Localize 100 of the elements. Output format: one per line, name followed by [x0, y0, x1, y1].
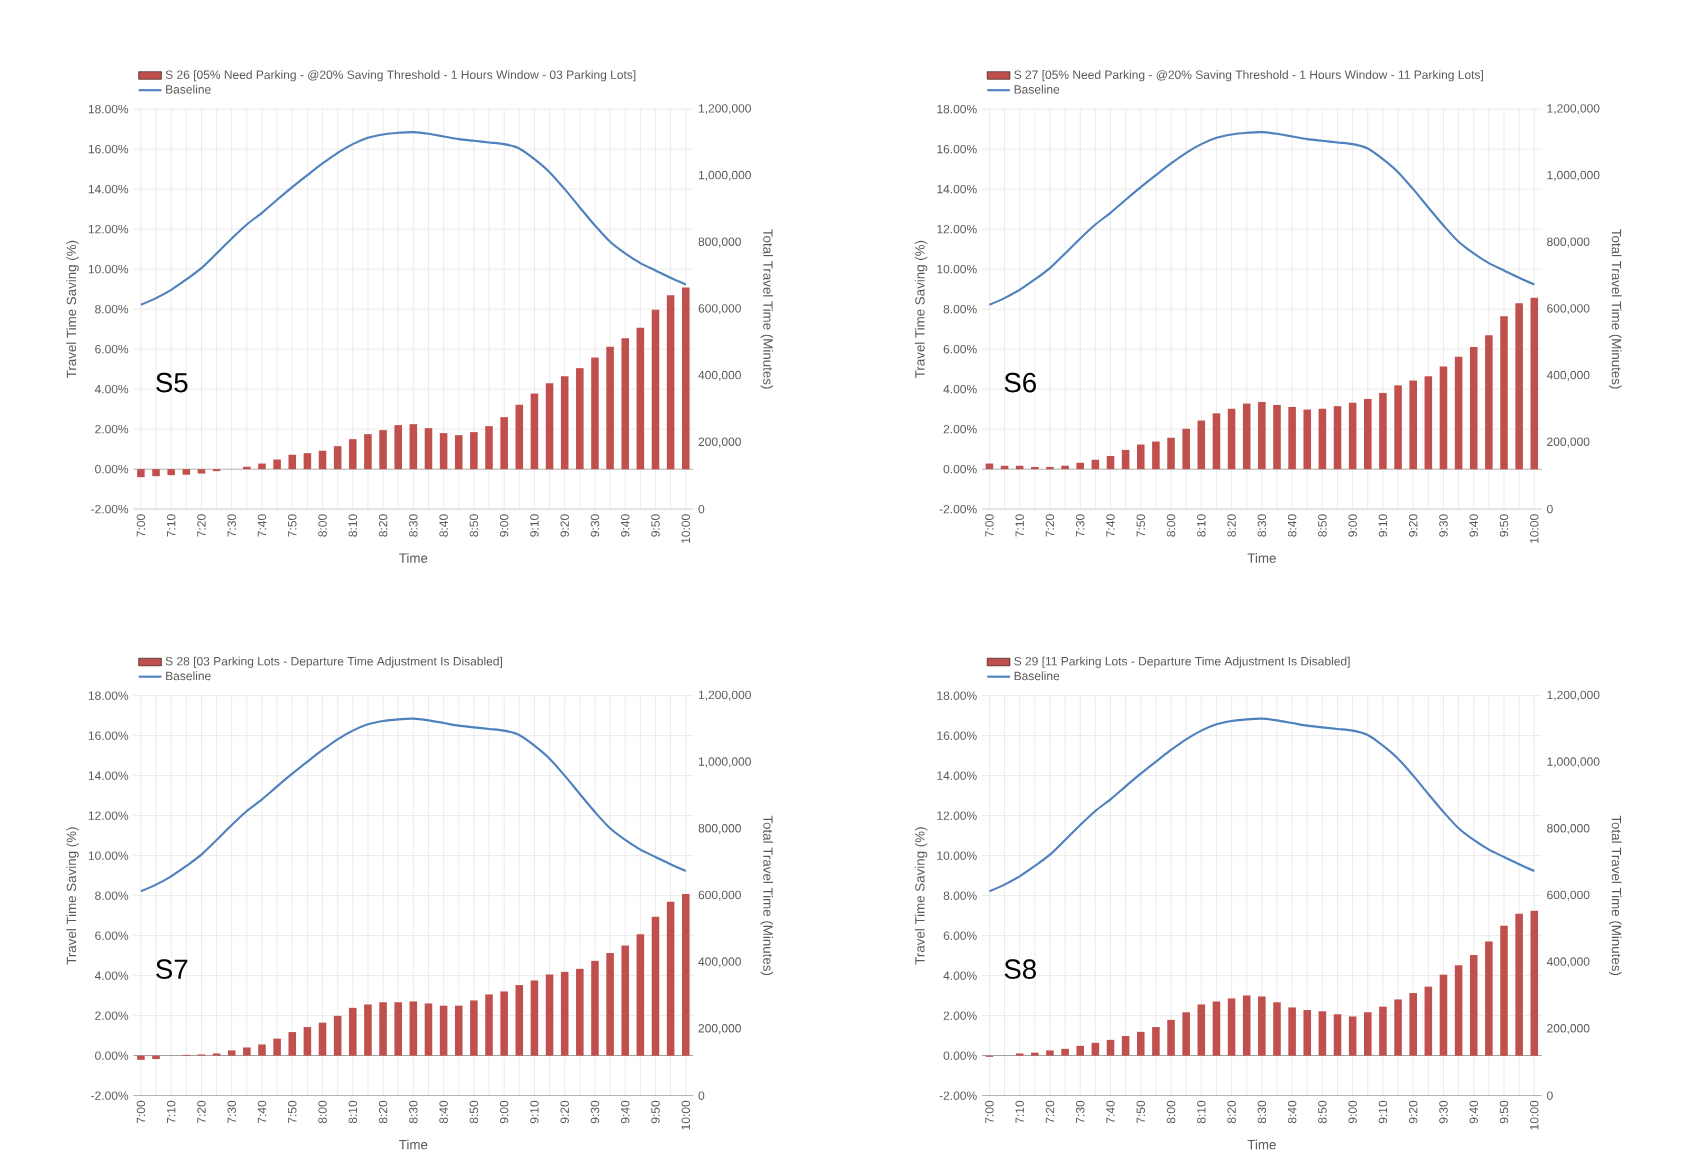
bar [470, 1000, 478, 1056]
x-tick-label: 7:50 [288, 1100, 297, 1124]
bar [1530, 910, 1539, 1056]
x-tick-label: 7:20 [197, 514, 206, 537]
bar [1046, 1050, 1054, 1056]
x-tick-label: 9:50 [1499, 514, 1509, 537]
bar [1500, 316, 1508, 470]
x-tick-label: 9:40 [620, 1100, 630, 1124]
bar [1212, 413, 1221, 470]
y-tick-label: 4.00% [943, 384, 977, 394]
y-tick-label: 14.00% [88, 184, 129, 194]
x-tick-label: 8:30 [409, 514, 418, 537]
y2-tick-label: 1,200,000 [698, 104, 751, 115]
bar [227, 1050, 236, 1056]
y-axis-title: Travel Time Saving (%) [914, 827, 928, 965]
y2-axis-title: Total Travel Time (Minutes) [760, 229, 774, 389]
legend-label: S 26 [05% Need Parking - @20% Saving Threshold - 1 Hours Window - 03 Parking Lots] [165, 70, 636, 82]
bar [636, 327, 645, 470]
x-tick-label: 9:00 [1348, 1100, 1357, 1124]
bar [379, 1002, 387, 1056]
y-tick-label: 2.00% [95, 424, 129, 434]
y-tick-label: 18.00% [937, 104, 977, 114]
x-tick-label: 10:00 [681, 514, 691, 543]
line-series [139, 717, 687, 893]
y2-tick-label: 600,000 [1547, 890, 1590, 901]
legend-label: S 28 [03 Parking Lots - Departure Time Adjustment Is Disabled] [165, 656, 502, 668]
bar [333, 1015, 342, 1056]
y2-tick-label: 200,000 [698, 1024, 741, 1034]
y-tick-label: 6.00% [95, 344, 129, 354]
x-tick-label: 7:10 [166, 1100, 176, 1124]
bar [439, 433, 448, 470]
y-tick-label: 2.00% [95, 1011, 129, 1020]
bar [515, 985, 524, 1056]
y2-axis-title: Total Travel Time (Minutes) [1609, 229, 1622, 389]
x-tick-label: 10:00 [681, 1100, 691, 1130]
bar [621, 945, 630, 1056]
x-tick-label: 8:30 [1257, 514, 1267, 537]
annotation: S6 [1004, 372, 1036, 393]
y-tick-label: 10.00% [937, 851, 977, 860]
bar [1258, 401, 1266, 470]
bar [1530, 297, 1539, 470]
y2-tick-label: 0 [698, 1091, 705, 1100]
bar [606, 346, 614, 470]
annotation: S7 [156, 959, 188, 979]
x-tick-label: 8:50 [1318, 1100, 1327, 1124]
bar [364, 434, 372, 470]
bar [1394, 999, 1402, 1056]
y-tick-label: 6.00% [95, 931, 129, 940]
y2-tick-label: 0 [1547, 1091, 1553, 1100]
bar [1303, 409, 1312, 470]
y-tick-label: 4.00% [943, 971, 977, 980]
bar [1333, 406, 1342, 470]
bar [1136, 1031, 1145, 1056]
bar [137, 1055, 145, 1060]
y-tick-label: -2.00% [91, 1091, 129, 1100]
bar [1076, 1045, 1085, 1056]
bar [1242, 995, 1251, 1056]
x-tick-label: 9:20 [560, 514, 569, 537]
bar [530, 393, 539, 470]
bar [1031, 1052, 1039, 1056]
y-tick-label: 0.00% [95, 464, 129, 474]
x-tick-label: 7:00 [985, 1100, 994, 1124]
bar [152, 469, 160, 477]
y2-tick-label: 200,000 [698, 437, 741, 448]
y2-tick-label: 800,000 [698, 824, 741, 834]
y2-tick-label: 200,000 [1547, 437, 1590, 448]
bar [681, 287, 690, 470]
bar [591, 357, 599, 470]
x-tick-label: 7:10 [1015, 514, 1024, 537]
bar [349, 1007, 357, 1056]
bar [1318, 408, 1327, 470]
x-tick-label: 9:10 [1378, 514, 1388, 537]
y2-tick-label: 1,000,000 [1547, 757, 1600, 768]
x-tick-label: 9:30 [1439, 514, 1448, 537]
bar [1197, 420, 1206, 470]
bar [576, 968, 584, 1056]
bar [394, 1002, 402, 1056]
y2-tick-label: 800,000 [698, 237, 741, 248]
x-tick-label: 8:20 [378, 1100, 388, 1124]
bar [1409, 380, 1417, 470]
x-axis-title: Time [399, 1139, 428, 1150]
y-axis-title: Travel Time Saving (%) [66, 240, 79, 378]
bar [1500, 925, 1508, 1056]
y-tick-label: 18.00% [937, 691, 977, 700]
x-tick-label: 8:10 [1197, 1100, 1206, 1124]
y2-tick-label: 400,000 [698, 957, 741, 968]
bar [258, 1044, 266, 1056]
x-tick-label: 7:40 [257, 1100, 267, 1124]
legend-label: S 27 [05% Need Parking - @20% Saving Threshold - 1 Hours Window - 11 Parking Lots] [1014, 70, 1483, 82]
bar [621, 338, 630, 470]
bar [333, 446, 342, 470]
x-tick-label: 7:30 [1075, 1100, 1085, 1124]
y2-tick-label: 0 [1547, 504, 1553, 514]
bar [1015, 1053, 1024, 1056]
x-tick-label: 9:30 [1439, 1100, 1448, 1124]
y-tick-label: 18.00% [88, 104, 129, 114]
bar [439, 1005, 448, 1056]
bar [318, 450, 327, 470]
x-tick-label: 8:20 [378, 514, 388, 537]
y-tick-label: 12.00% [937, 224, 977, 234]
